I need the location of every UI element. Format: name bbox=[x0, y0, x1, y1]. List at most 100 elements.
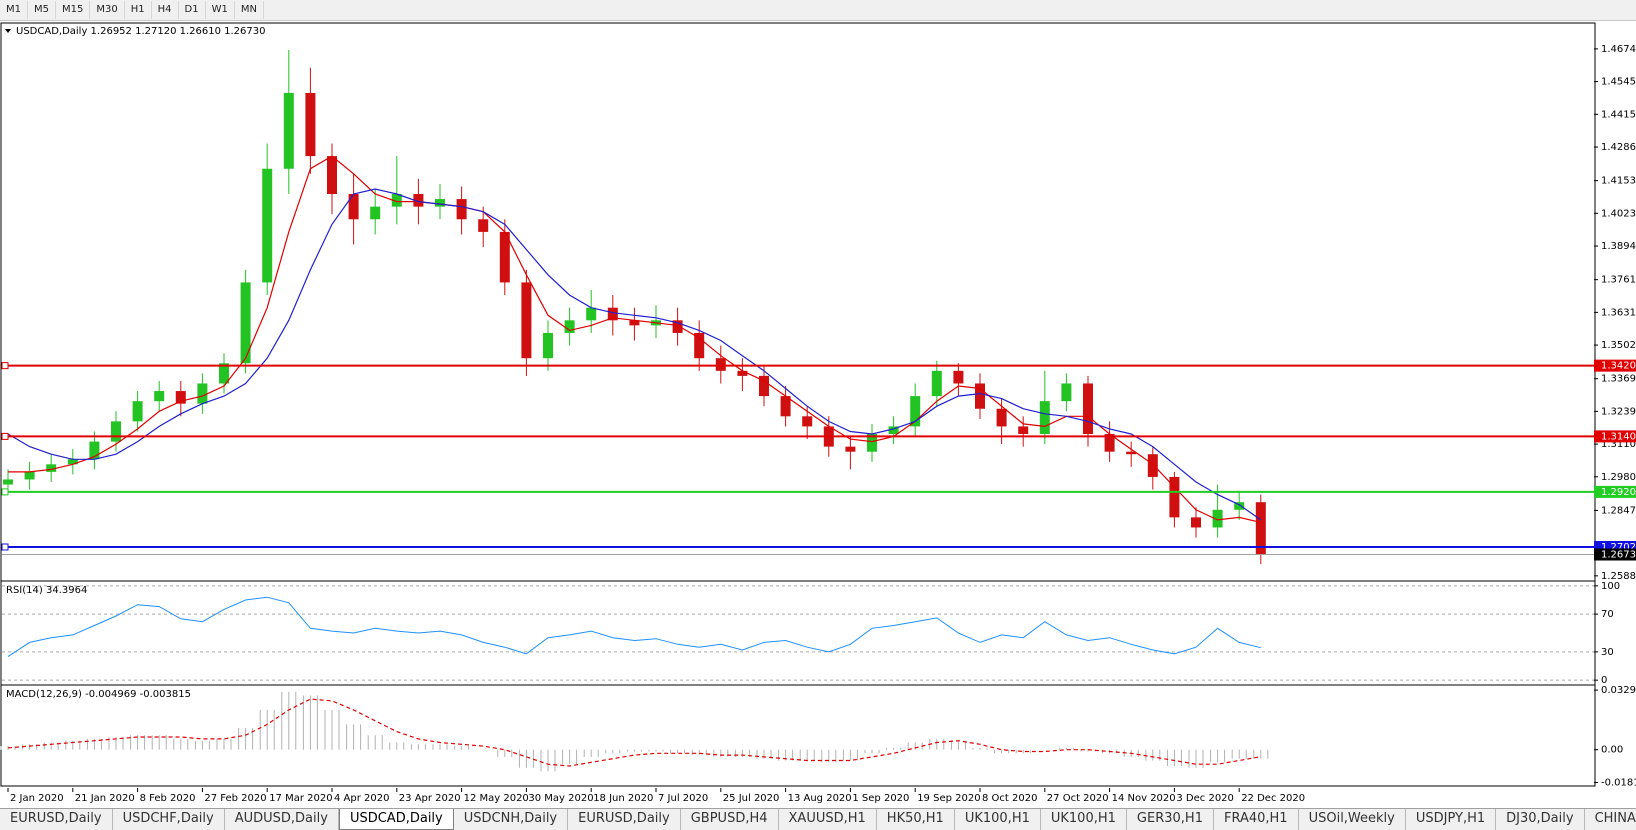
candle-body bbox=[910, 396, 921, 427]
y-tick-label: 1.35020 bbox=[1601, 340, 1636, 351]
candle-body bbox=[240, 282, 251, 364]
rsi-line bbox=[7, 596, 1261, 658]
candle-body bbox=[262, 168, 273, 283]
timeframe-button[interactable]: W1 bbox=[206, 1, 235, 19]
candle-body bbox=[759, 375, 769, 397]
x-tick-label: 22 Dec 2020 bbox=[1241, 793, 1305, 804]
candle-body bbox=[370, 206, 381, 220]
candle-body bbox=[1147, 454, 1158, 477]
y-tick-label: 1.36315 bbox=[1601, 307, 1636, 318]
x-tick-label: 17 Mar 2020 bbox=[269, 793, 332, 804]
candle-body bbox=[845, 446, 856, 452]
candle-body bbox=[672, 320, 683, 333]
y-tick-label: 1.29805 bbox=[1601, 472, 1636, 483]
timeframe-button[interactable]: H1 bbox=[125, 1, 152, 19]
timeframe-button[interactable]: M30 bbox=[90, 1, 125, 19]
candle-body bbox=[1191, 517, 1201, 528]
y-tick-label: 0.032972 bbox=[1601, 685, 1636, 696]
x-tick-label: 1 Sep 2020 bbox=[852, 793, 909, 804]
chart-tab[interactable]: GER30,H1 bbox=[1127, 809, 1214, 830]
x-tick-label: 27 Feb 2020 bbox=[204, 793, 266, 804]
y-tick-label: 30 bbox=[1601, 647, 1614, 658]
candle-body bbox=[629, 320, 640, 326]
x-tick-label: 4 Apr 2020 bbox=[334, 793, 389, 804]
timeframe-button[interactable]: MN bbox=[235, 1, 264, 19]
chart-tab[interactable]: EURUSD,Daily bbox=[568, 809, 681, 830]
candle-body bbox=[543, 332, 553, 359]
candle-body bbox=[867, 433, 877, 452]
menu-arrow bbox=[5, 29, 11, 33]
candle-body bbox=[24, 471, 35, 480]
y-tick-label: 1.42860 bbox=[1601, 142, 1636, 153]
x-tick-label: 13 Aug 2020 bbox=[788, 793, 852, 804]
chart-tab[interactable]: CHINA300,H1 bbox=[1585, 809, 1636, 830]
last-price-box bbox=[1594, 548, 1636, 561]
y-tick-label: 1.37610 bbox=[1601, 275, 1636, 286]
x-tick-label: 18 Jun 2020 bbox=[593, 793, 653, 804]
candle-body bbox=[1255, 502, 1266, 555]
candle-body bbox=[564, 320, 575, 333]
candle-body bbox=[283, 92, 294, 169]
x-tick-label: 8 Oct 2020 bbox=[982, 793, 1037, 804]
chart-tab[interactable]: GBPUSD,H4 bbox=[681, 809, 779, 830]
candle-body bbox=[499, 231, 510, 283]
candle-body bbox=[975, 383, 985, 409]
timeframe-button[interactable]: M5 bbox=[28, 1, 56, 19]
candle-body bbox=[802, 416, 813, 427]
x-tick-label: 19 Sep 2020 bbox=[917, 793, 980, 804]
level-handle bbox=[1, 432, 9, 440]
candle-body bbox=[1126, 451, 1137, 455]
candle-body bbox=[1083, 383, 1093, 434]
y-tick-label: -0.018154 bbox=[1601, 777, 1636, 788]
timeframe-button[interactable]: H4 bbox=[152, 1, 179, 19]
chart-tab[interactable]: UK100,H1 bbox=[1041, 809, 1127, 830]
moving-average bbox=[7, 188, 1262, 521]
x-tick-label: 30 May 2020 bbox=[528, 793, 593, 804]
candle-body bbox=[1104, 433, 1115, 452]
timeframe-button[interactable]: D1 bbox=[179, 1, 206, 19]
y-tick-label: 1.31100 bbox=[1601, 439, 1636, 450]
candle-body bbox=[586, 307, 597, 321]
y-tick-label: 1.44155 bbox=[1601, 109, 1636, 120]
chart-tab[interactable]: USDCAD,Daily bbox=[338, 809, 454, 830]
candle-body bbox=[737, 370, 748, 376]
last-price-label: 1.26730 bbox=[1601, 549, 1636, 560]
level-label-box bbox=[1594, 430, 1636, 443]
candle-body bbox=[953, 370, 964, 384]
moving-average bbox=[8, 155, 1261, 523]
y-tick-label: 1.38940 bbox=[1601, 241, 1636, 252]
candle-body bbox=[780, 396, 791, 417]
candle-body bbox=[175, 391, 186, 404]
chart-tab[interactable]: EURUSD,Daily bbox=[0, 809, 113, 830]
candle-body bbox=[478, 219, 489, 232]
y-tick-label: 0 bbox=[1601, 675, 1607, 686]
candle-body bbox=[1169, 476, 1180, 518]
chart-tab[interactable]: USDJPY,H1 bbox=[1406, 809, 1497, 830]
candle-body bbox=[111, 421, 121, 442]
timeframe-button[interactable]: M15 bbox=[56, 1, 91, 19]
candle-body bbox=[521, 282, 532, 359]
y-tick-label: 0.00 bbox=[1601, 745, 1623, 756]
timeframe-button[interactable]: M1 bbox=[0, 1, 28, 19]
y-tick-label: 1.46745 bbox=[1601, 44, 1636, 55]
chart-tab[interactable]: XAUUSD,H1 bbox=[779, 809, 877, 830]
chart-tab[interactable]: HK50,H1 bbox=[877, 809, 955, 830]
candle-body bbox=[327, 156, 337, 195]
candle-body bbox=[348, 194, 359, 220]
chart-tab[interactable]: USOil,Weekly bbox=[1299, 809, 1406, 830]
y-tick-label: 1.28475 bbox=[1601, 505, 1636, 516]
y-tick-label: 1.45450 bbox=[1601, 77, 1636, 88]
candle-body bbox=[1234, 502, 1245, 510]
chart-tab[interactable]: FRA40,H1 bbox=[1214, 809, 1299, 830]
chart-tab[interactable]: USDCNH,Daily bbox=[454, 809, 569, 830]
chart-tab[interactable]: UK100,H1 bbox=[955, 809, 1041, 830]
x-tick-label: 8 Feb 2020 bbox=[140, 793, 196, 804]
chart-tab[interactable]: USDCHF,Daily bbox=[113, 809, 225, 830]
chart-tab[interactable]: DJ30,Daily bbox=[1496, 809, 1585, 830]
candle-body bbox=[694, 332, 705, 359]
panel-title: MACD(12,26,9) -0.004969 -0.003815 bbox=[6, 689, 191, 700]
x-tick-label: 21 Jan 2020 bbox=[75, 793, 135, 804]
x-tick-label: 3 Dec 2020 bbox=[1176, 793, 1234, 804]
chart-tab[interactable]: AUDUSD,Daily bbox=[225, 809, 339, 830]
